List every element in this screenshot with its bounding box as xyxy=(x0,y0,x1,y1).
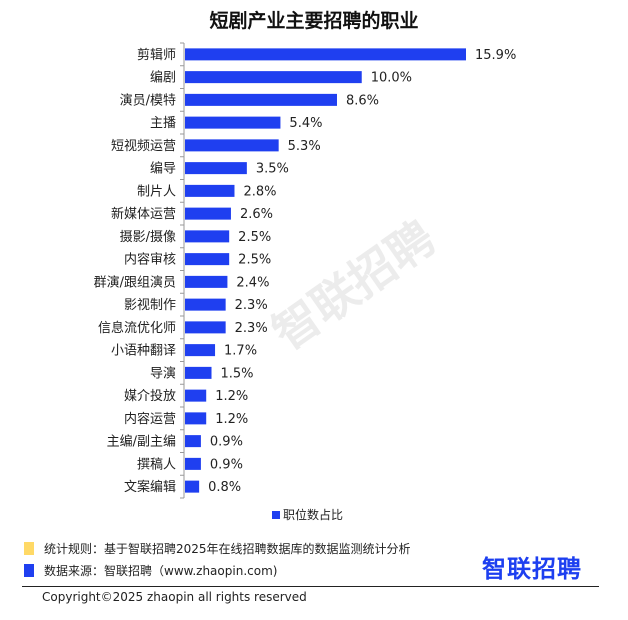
zhaopin-logo: 智联招聘 xyxy=(482,555,582,583)
data-label: 8.6% xyxy=(346,93,379,108)
bar xyxy=(185,298,226,311)
data-label: 1.2% xyxy=(215,389,248,404)
category-label: 主播 xyxy=(150,116,176,131)
bar-chart: 剪辑师 15.9% 编剧 10.0% 演员/模特 8.6% 主播 5.4% 短视频运营 5.3% 编… xyxy=(94,42,516,499)
bar xyxy=(185,71,362,84)
category-label: 撰稿人 xyxy=(137,456,176,472)
bar xyxy=(185,435,201,448)
data-label: 0.9% xyxy=(210,435,243,450)
category-label: 导演 xyxy=(150,365,176,381)
data-label: 2.6% xyxy=(240,207,273,222)
bar xyxy=(185,184,235,197)
source-note: 数据来源：智联招聘（www.zhaopin.com) xyxy=(24,562,277,579)
footer-divider xyxy=(22,586,599,587)
bar xyxy=(185,93,337,106)
bar xyxy=(185,321,226,334)
source-swatch xyxy=(24,564,34,577)
category-label: 小语种翻译 xyxy=(111,344,176,359)
bar xyxy=(185,275,228,288)
data-label: 0.8% xyxy=(208,480,241,495)
category-label: 编导 xyxy=(150,162,176,177)
category-label: 制片人 xyxy=(137,184,176,199)
data-label: 2.3% xyxy=(235,298,268,313)
data-label: 3.5% xyxy=(256,162,289,177)
data-label: 2.4% xyxy=(236,275,269,290)
bar xyxy=(185,457,201,470)
bar xyxy=(185,389,207,402)
category-label: 文案编辑 xyxy=(124,480,176,495)
data-label: 0.9% xyxy=(210,457,243,472)
bar xyxy=(185,162,247,175)
data-label: 10.0% xyxy=(371,71,412,86)
category-label: 媒介投放 xyxy=(124,388,176,404)
category-label: 群演/跟组演员 xyxy=(94,274,176,290)
category-label: 编剧 xyxy=(150,71,176,86)
bar xyxy=(185,207,231,220)
legend-label: 职位数占比 xyxy=(283,508,344,522)
bar xyxy=(185,139,279,152)
category-label: 内容运营 xyxy=(124,411,176,427)
legend: 职位数占比 xyxy=(272,506,343,523)
bar xyxy=(185,412,207,425)
copyright: Copyright©2025 zhaopin all rights reserv… xyxy=(42,590,307,604)
legend-swatch xyxy=(272,510,280,519)
source-note-text: 数据来源：智联招聘（www.zhaopin.com) xyxy=(44,564,278,578)
chart-title: 短剧产业主要招聘的职业 xyxy=(209,10,419,32)
category-label: 剪辑师 xyxy=(137,47,176,63)
data-label: 2.5% xyxy=(238,230,271,245)
data-label: 1.5% xyxy=(221,366,254,381)
category-label: 演员/模特 xyxy=(120,92,176,108)
bar xyxy=(185,230,230,243)
data-label: 1.2% xyxy=(215,412,248,427)
bar xyxy=(185,480,200,493)
category-label: 摄影/摄像 xyxy=(120,230,176,245)
bar xyxy=(185,116,281,129)
bar xyxy=(185,366,212,379)
bar xyxy=(185,48,466,61)
category-label: 内容审核 xyxy=(124,252,176,268)
data-label: 2.5% xyxy=(238,253,271,268)
data-label: 1.7% xyxy=(224,344,257,359)
bar xyxy=(185,253,230,266)
category-label: 短视频运营 xyxy=(111,139,176,154)
data-label: 15.9% xyxy=(475,48,516,63)
rule-swatch xyxy=(24,542,34,555)
bar xyxy=(185,344,216,357)
data-label: 2.8% xyxy=(243,184,276,199)
data-label: 5.3% xyxy=(288,139,321,154)
category-label: 新媒体运营 xyxy=(111,206,176,222)
category-label: 主编/副主编 xyxy=(107,435,176,450)
category-label: 影视制作 xyxy=(124,298,176,313)
rule-note: 统计规则：基于智联招聘2025年在线招聘数据库的数据监测统计分析 xyxy=(24,540,411,557)
data-label: 2.3% xyxy=(235,321,268,336)
data-label: 5.4% xyxy=(289,116,322,131)
rule-note-text: 统计规则：基于智联招聘2025年在线招聘数据库的数据监测统计分析 xyxy=(44,542,411,556)
category-label: 信息流优化师 xyxy=(98,320,176,336)
